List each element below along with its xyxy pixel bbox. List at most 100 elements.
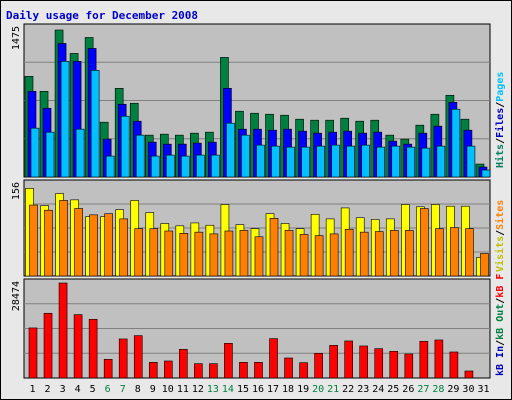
bar-pages	[376, 146, 386, 178]
bar-sites	[420, 208, 429, 277]
bar-sites	[29, 204, 38, 277]
bar-pages	[241, 134, 250, 178]
x-tick-label: 9	[150, 384, 156, 395]
bar-kb-f	[179, 349, 188, 379]
x-tick-label: 5	[90, 384, 96, 395]
x-tick-label: 14	[222, 384, 234, 395]
legend-entry: Visits	[494, 236, 506, 272]
bar-kb-f	[269, 338, 278, 379]
bar-kb-f	[148, 362, 158, 379]
x-tick-label: 12	[192, 384, 204, 395]
bar-sites	[329, 233, 339, 277]
bar-kb-f	[329, 345, 338, 379]
bar-sites	[359, 231, 369, 277]
bar-kb-f	[344, 340, 353, 379]
bar-pages	[120, 115, 130, 178]
bar-sites	[239, 230, 249, 277]
x-tick-label: 25	[387, 384, 399, 395]
y-axis-max-label: 28474	[11, 281, 22, 311]
x-tick-label: 29	[447, 384, 459, 395]
x-tick-label: 11	[177, 384, 189, 395]
bar-pages	[256, 144, 265, 178]
bar-sites	[149, 228, 159, 277]
bar-pages	[135, 134, 145, 178]
bar-pages	[466, 145, 476, 178]
bar-pages	[105, 155, 115, 178]
legend-entry: /	[495, 138, 506, 144]
bar-kb-f	[284, 357, 293, 379]
chart-title: Daily usage for December 2008	[6, 9, 199, 22]
bar-pages	[361, 144, 371, 178]
legend-entry: kB Out	[495, 304, 506, 340]
bar-sites	[299, 234, 309, 277]
bar-kb-f	[58, 282, 68, 379]
bar-pages	[421, 147, 431, 178]
legend-bottom: kB In/kB Out/kB F	[495, 274, 506, 376]
bar-kb-f	[389, 351, 399, 379]
bar-sites	[284, 230, 294, 277]
bar-pages	[271, 145, 280, 178]
bar-kb-f	[419, 340, 429, 379]
bar-kb-f	[404, 353, 414, 379]
bar-sites	[465, 228, 474, 277]
x-tick-label: 20	[312, 384, 324, 395]
bar-pages	[346, 145, 355, 178]
legend-entry: /	[495, 230, 506, 236]
x-tick-label: 27	[417, 384, 429, 395]
bar-sites	[104, 213, 113, 277]
bar-sites	[389, 230, 399, 277]
bar-sites	[344, 228, 354, 277]
legend-entry: Pages	[495, 72, 506, 102]
legend-entry: /	[495, 298, 506, 304]
bar-pages	[436, 145, 446, 178]
bar-kb-f	[449, 351, 459, 379]
x-tick-label: 22	[342, 384, 354, 395]
bar-pages	[196, 154, 205, 178]
bar-pages	[75, 128, 85, 178]
bar-pages	[45, 131, 55, 178]
bar-pages	[60, 61, 70, 178]
bar-sites	[209, 233, 219, 277]
bar-pages	[181, 155, 190, 178]
bar-sites	[480, 253, 489, 277]
x-tick-label: 2	[45, 384, 51, 395]
x-tick-label: 8	[135, 384, 141, 395]
bar-sites	[164, 230, 174, 277]
bar-pages	[301, 146, 310, 178]
legend-entry: kB In	[495, 346, 506, 376]
bar-kb-f	[359, 345, 369, 379]
bar-sites	[89, 214, 98, 277]
bar-kb-f	[118, 338, 128, 379]
bar-pages	[150, 155, 160, 178]
bar-kb-f	[133, 335, 143, 379]
bar-kb-f	[194, 363, 203, 379]
x-tick-label: 24	[372, 384, 384, 395]
x-tick-label: 23	[357, 384, 369, 395]
x-tick-label: 18	[282, 384, 294, 395]
x-tick-label: 10	[162, 384, 174, 395]
bar-kb-f	[239, 362, 248, 379]
x-tick-label: 4	[75, 384, 81, 395]
bar-kb-f	[254, 362, 263, 379]
x-tick-label: 28	[432, 384, 444, 395]
bar-kb-f	[299, 362, 308, 379]
bar-sites	[59, 200, 68, 277]
bar-kb-f	[374, 348, 384, 379]
bar-kb-f	[88, 318, 98, 379]
bar-sites	[119, 218, 128, 277]
bar-sites	[44, 209, 53, 277]
bar-sites	[435, 228, 444, 277]
x-tick-label: 30	[462, 384, 474, 395]
y-axis-max-label: 156	[11, 182, 22, 200]
bar-sites	[374, 231, 384, 277]
x-tick-label: 7	[120, 384, 126, 395]
bar-sites	[254, 236, 264, 277]
bar-sites	[74, 208, 83, 277]
y-axis-max-label: 1475	[11, 26, 22, 50]
bar-pages	[316, 145, 325, 178]
bar-pages	[391, 145, 401, 178]
bar-pages	[481, 169, 491, 178]
legend-entry: Files	[494, 108, 506, 138]
bar-kb-f	[224, 343, 233, 379]
